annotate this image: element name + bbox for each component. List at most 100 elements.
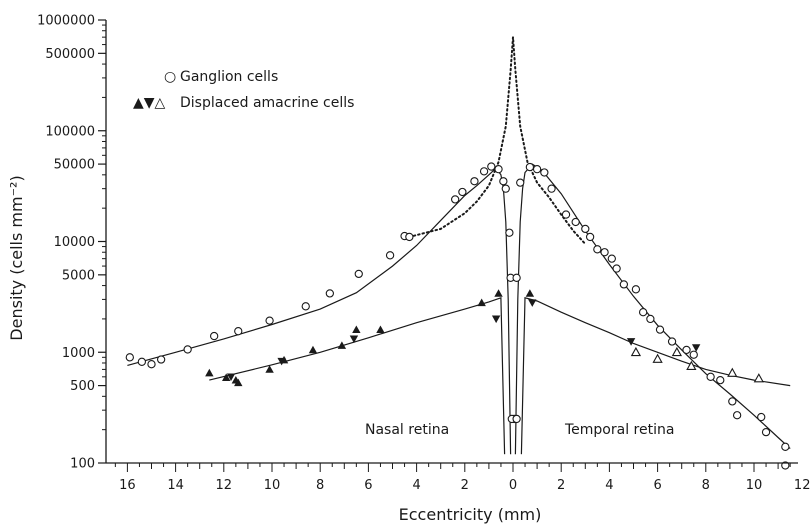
ganglion-cell-marker bbox=[540, 168, 549, 177]
ganglion-cell-marker bbox=[631, 285, 641, 294]
ganglion-cell-marker bbox=[487, 162, 496, 171]
amacrine-up-open-marker bbox=[630, 346, 642, 357]
ganglion-cell-marker bbox=[761, 427, 771, 437]
amacrine-up-filled-marker bbox=[352, 325, 361, 334]
ganglion-cell-marker bbox=[265, 316, 274, 325]
x-tick-label: 6 bbox=[364, 478, 372, 493]
legend-label-amacrine: Displaced amacrine cells bbox=[180, 95, 354, 111]
ganglion-cell-marker bbox=[547, 184, 556, 193]
ganglion-cell-marker bbox=[210, 331, 219, 341]
legend-symbols-ganglion: ○ bbox=[164, 69, 176, 85]
ganglion-cell-marker bbox=[501, 184, 510, 193]
region-label-temporal: Temporal retina bbox=[564, 422, 674, 438]
ganglion-cell-marker bbox=[612, 264, 621, 273]
y-tick-label: 100000 bbox=[45, 124, 95, 139]
ganglion-cell-marker bbox=[137, 357, 147, 366]
ganglion-cell-marker bbox=[385, 251, 395, 260]
legend-label-ganglion: Ganglion cells bbox=[180, 69, 278, 85]
amacrine-up-open-marker bbox=[753, 373, 764, 383]
amacrine-up-open-marker bbox=[671, 346, 683, 357]
ganglion-cell-marker bbox=[593, 245, 602, 254]
x-tick-label: 12 bbox=[216, 478, 233, 493]
ganglion-cell-marker bbox=[325, 289, 334, 298]
amacrine-up-filled-marker bbox=[337, 341, 347, 349]
ganglion-cell-marker bbox=[458, 187, 467, 197]
region-label-nasal: Nasal retina bbox=[365, 422, 449, 438]
amacrine-up-filled-marker bbox=[376, 325, 385, 334]
ganglion-cell-marker bbox=[234, 327, 243, 336]
ganglion-cell-marker bbox=[532, 165, 542, 174]
ganglion-cell-marker bbox=[638, 308, 648, 317]
amacrine-up-open-marker bbox=[727, 367, 738, 377]
fitted-curve-solid bbox=[127, 167, 512, 455]
y-tick-label: 500000 bbox=[45, 47, 95, 62]
ganglion-cell-marker bbox=[581, 224, 590, 234]
x-tick-label: 0 bbox=[509, 478, 517, 493]
ganglion-cell-marker bbox=[619, 280, 629, 289]
ganglion-cell-marker bbox=[183, 345, 192, 354]
ganglion-cell-marker bbox=[646, 314, 655, 324]
ganglion-cell-marker bbox=[667, 337, 677, 346]
amacrine-down-filled-marker bbox=[491, 315, 501, 324]
x-tick-label: 8 bbox=[702, 478, 710, 493]
y-tick-label: 500 bbox=[70, 379, 95, 394]
fitted-curve-dotted bbox=[408, 37, 587, 245]
ganglion-cell-marker bbox=[301, 302, 310, 311]
amacrine-up-filled-marker bbox=[308, 345, 318, 354]
x-tick-label: 4 bbox=[605, 478, 613, 493]
ganglion-cell-marker bbox=[405, 232, 414, 242]
y-tick-label: 100 bbox=[70, 457, 95, 472]
amacrine-down-filled-marker bbox=[691, 344, 701, 352]
ganglion-cell-marker bbox=[451, 195, 460, 204]
amacrine-up-filled-marker bbox=[265, 365, 274, 373]
ganglion-cell-marker bbox=[655, 325, 665, 334]
ganglion-cell-marker bbox=[525, 162, 535, 172]
x-axis-title: Eccentricity (mm) bbox=[399, 505, 542, 524]
amacrine-down-filled-marker bbox=[528, 299, 537, 307]
ganglion-cell-marker bbox=[571, 217, 580, 227]
ganglion-cell-marker bbox=[689, 350, 698, 359]
ganglion-cell-marker bbox=[354, 269, 363, 279]
y-tick-label: 10000 bbox=[54, 235, 95, 250]
ganglion-cell-marker bbox=[505, 228, 514, 237]
amacrine-down-filled-marker bbox=[226, 373, 236, 382]
ganglion-cell-marker bbox=[600, 248, 609, 257]
x-tick-label: 2 bbox=[461, 478, 469, 493]
ganglion-cell-marker bbox=[757, 412, 766, 422]
ganglion-cell-marker bbox=[512, 414, 521, 424]
ganglion-cell-marker bbox=[479, 167, 489, 176]
amacrine-up-open-marker bbox=[686, 360, 697, 370]
axes: 1005001000500010000500001000005000001000… bbox=[37, 14, 810, 494]
y-tick-label: 1000000 bbox=[37, 14, 95, 29]
y-tick-label: 1000 bbox=[62, 346, 95, 361]
data-markers bbox=[125, 162, 790, 470]
legend-symbols-amacrine: ▲▼△ bbox=[133, 95, 166, 111]
x-tick-label: 8 bbox=[316, 478, 324, 493]
y-tick-label: 5000 bbox=[62, 268, 95, 283]
x-tick-label: 14 bbox=[167, 478, 184, 493]
amacrine-up-filled-marker bbox=[205, 368, 214, 377]
ganglion-cell-marker bbox=[728, 397, 737, 406]
ganglion-cell-marker bbox=[706, 372, 715, 381]
ganglion-cell-marker bbox=[147, 360, 156, 369]
x-tick-label: 10 bbox=[264, 478, 281, 493]
ganglion-cell-marker bbox=[125, 353, 134, 362]
amacrine-up-filled-marker bbox=[477, 298, 486, 307]
x-tick-label: 12 bbox=[794, 478, 810, 493]
x-tick-label: 16 bbox=[119, 478, 136, 493]
x-tick-label: 2 bbox=[557, 478, 565, 493]
fitted-curve-solid bbox=[209, 296, 506, 455]
amacrine-down-filled-marker bbox=[349, 335, 359, 344]
ganglion-cell-marker bbox=[682, 345, 691, 355]
ganglion-cell-marker bbox=[499, 177, 508, 186]
amacrine-down-filled-marker bbox=[277, 357, 286, 366]
ganglion-cell-marker bbox=[156, 355, 166, 364]
ganglion-cell-marker bbox=[512, 273, 521, 282]
amacrine-up-filled-marker bbox=[222, 373, 231, 381]
x-tick-label: 10 bbox=[746, 478, 763, 493]
amacrine-up-filled-marker bbox=[234, 378, 243, 387]
amacrine-up-filled-marker bbox=[494, 289, 503, 297]
x-tick-label: 6 bbox=[653, 478, 661, 493]
amacrine-up-open-marker bbox=[652, 353, 663, 363]
x-tick-label: 4 bbox=[412, 478, 420, 493]
